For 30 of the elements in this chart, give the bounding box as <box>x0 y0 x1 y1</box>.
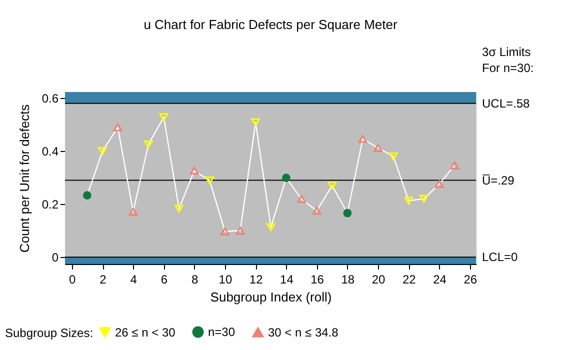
x-tick-label: 16 <box>310 272 324 286</box>
legend-label: 26 ≤ n < 30 <box>115 325 176 340</box>
y-axis-title: Count per Unit for defects <box>16 104 32 253</box>
ref-line-label: UCL=.58 <box>482 96 530 110</box>
ref-line-label: U̅=.29 <box>482 173 515 188</box>
x-tick-label: 24 <box>433 272 447 286</box>
x-tick-label: 0 <box>69 272 76 286</box>
x-tick-label: 8 <box>192 272 199 286</box>
y-tick-label: 0.2 <box>42 198 59 212</box>
x-tick-label: 10 <box>218 272 232 286</box>
ref-line-label: LCL=0 <box>482 250 518 264</box>
x-tick-label: 18 <box>341 272 355 286</box>
text: For n=30: <box>482 61 534 75</box>
x-tick-label: 6 <box>160 272 168 286</box>
x-tick-label: 22 <box>402 272 416 286</box>
x-tick-label: 14 <box>280 272 294 286</box>
x-tick-label: 4 <box>130 272 138 286</box>
legend-label: n=30 <box>208 325 236 339</box>
legend-title: Subgroup Sizes: <box>5 326 94 340</box>
legend-label: 30 < n ≤ 34.8 <box>268 325 339 340</box>
x-tick-label: 12 <box>249 272 264 286</box>
y-tick-label: 0 <box>52 250 59 265</box>
x-axis-title: Subgroup Index (roll) <box>210 290 332 304</box>
x-tick-label: 26 <box>464 272 478 286</box>
y-tick-label: 0.4 <box>42 144 59 159</box>
x-tick-label: 2 <box>100 272 107 286</box>
text: 3σ Limits <box>482 45 531 59</box>
chart-title: u Chart for Fabric Defects per Square Meter <box>144 17 398 32</box>
y-tick-label: 0.6 <box>42 92 59 106</box>
x-tick-label: 20 <box>372 272 386 286</box>
